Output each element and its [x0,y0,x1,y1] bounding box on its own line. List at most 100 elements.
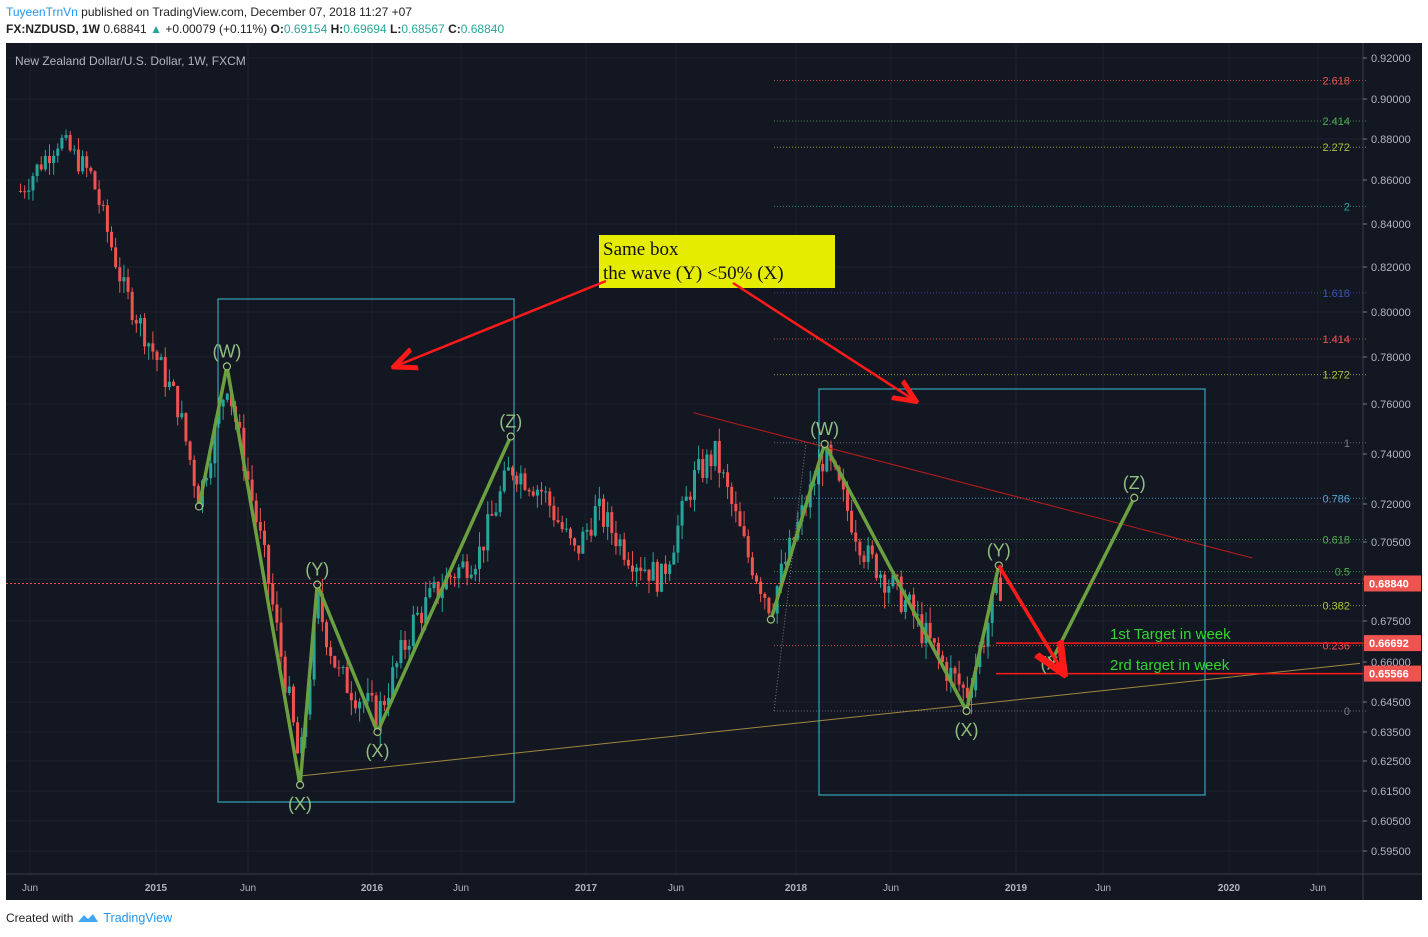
candle-body [506,467,510,471]
wave-label: (Z) [1123,473,1146,493]
candle-body [159,357,163,361]
callout-line-2: the wave (Y) <50% (X) [603,263,784,284]
candle-body [300,736,304,754]
publish-line: TuyeenTrnVn published on TradingView.com… [6,4,504,21]
trendline-support [299,662,1361,777]
candle-body [821,464,825,472]
candle-body [262,530,266,546]
candle-body [39,164,43,170]
candle-body [333,656,337,668]
candle-body [874,554,878,578]
candle-body [998,577,1002,601]
candle-body [180,413,184,418]
candle-body [407,645,411,650]
price-tick-label: 0.80000 [1371,307,1411,319]
fib-label: 2.414 [1322,116,1350,128]
wave-point [1130,493,1139,502]
candle-body [965,687,969,698]
price-tick-label: 0.72000 [1371,499,1411,511]
candle-body [750,557,754,576]
candle-body [349,692,353,701]
candle-body [72,149,76,151]
candle-body [763,593,767,598]
fib-label: 1.272 [1322,370,1350,382]
candle-body [883,574,887,593]
candle-body [502,470,506,492]
candle-body [903,600,907,613]
price-tick-label: 0.74000 [1371,449,1411,461]
price-tick-label: 0.61500 [1371,786,1411,798]
low-label: L: [390,22,402,36]
wave-segment [225,364,302,787]
candle-body [552,505,556,521]
candle-body [275,604,279,623]
price-tick-label: 0.59500 [1371,846,1411,858]
candle-body [511,467,515,476]
fib-label: 2.618 [1322,76,1350,88]
candle-body [254,500,258,522]
candle-body [659,563,663,592]
candle-body [93,171,97,190]
candles [19,129,1002,754]
candle-body [577,545,581,554]
candle-body [486,514,490,551]
candle-body [469,574,473,578]
candle-body [523,473,527,490]
candle-body [705,454,709,478]
candle-body [941,655,945,663]
candle-body [329,647,333,657]
callout-line-1: Same box [603,239,679,260]
candle-body [432,581,436,589]
price-label-badge [1364,575,1421,592]
candle-body [734,503,738,512]
candle-body [746,536,750,558]
wave-point [962,706,971,716]
candle-body [19,191,23,192]
candle-body [221,399,225,407]
created-with-label: Created with [6,911,74,925]
tradingview-brand[interactable]: TradingView [103,911,173,925]
trendline-resistance [693,412,1253,559]
candle-body [105,205,109,232]
candle-body [709,454,713,467]
high-label: H: [330,22,344,36]
open-label: O: [270,22,284,36]
price-tick-label: 0.76000 [1371,399,1411,411]
candle-body [697,458,701,471]
fib-label: 0.5 [1335,567,1350,579]
price-chart[interactable]: New Zealand Dollar/U.S. Dollar, 1W, FXCM… [6,43,1422,900]
candle-body [184,413,188,442]
price-tick-label: 0.92000 [1371,53,1411,65]
wave-label: (W) [212,341,241,361]
candle-body [779,563,783,587]
fib-levels [774,80,1368,712]
candle-body [101,204,105,206]
high-value: 0.69694 [343,22,387,36]
time-tick-label: Jun [1310,883,1326,894]
candle-body [854,532,858,542]
candle-body [519,473,523,485]
candle-body [688,496,692,500]
candle-body [345,666,349,693]
candle-body [738,511,742,527]
candle-body [64,134,68,138]
candle-body [267,545,271,584]
candle-body [858,541,862,556]
publisher-name[interactable]: TuyeenTrnVn [6,5,78,19]
candle-body [370,693,374,696]
candle-body [792,537,796,539]
candle-body [316,593,320,619]
candle-body [825,444,829,472]
time-tick-label: 2016 [361,883,384,894]
candle-body [85,156,89,168]
fib-label: 2.272 [1322,142,1350,154]
candle-body [527,489,531,492]
chart-area[interactable]: New Zealand Dollar/U.S. Dollar, 1W, FXCM… [6,43,1422,900]
wave-box-right [818,388,1206,796]
candle-body [895,574,899,577]
candle-body [721,472,725,474]
wave-label: (Y) [987,540,1011,560]
candle-body [23,191,27,193]
candle-body [713,441,717,467]
candle-body [498,491,502,513]
